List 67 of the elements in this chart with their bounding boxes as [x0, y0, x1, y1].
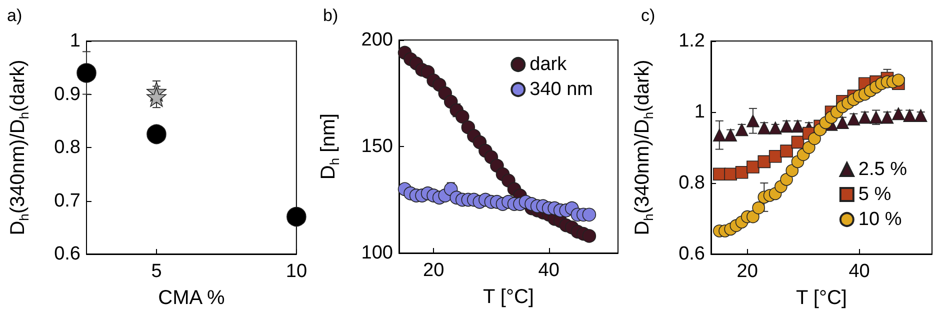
- x-tick-label: 20: [736, 261, 758, 282]
- y-tick-label: 200: [361, 30, 393, 50]
- y-axis-title: Dh(340nm)/Dh(dark): [7, 60, 32, 236]
- x-axis-title: CMA %: [158, 287, 226, 309]
- x-tick-label: 40: [848, 261, 870, 282]
- y-tick-label: 0.9: [54, 84, 80, 105]
- y-axis-title: Dh [nm]: [318, 113, 342, 180]
- point: [712, 128, 726, 142]
- chart-title: b): [323, 6, 338, 25]
- point: [780, 173, 793, 186]
- chart-title: a): [7, 6, 22, 25]
- y-tick-label: 0.8: [678, 172, 705, 194]
- point: [903, 109, 916, 122]
- legend-label: dark: [530, 54, 568, 75]
- point: [802, 141, 816, 154]
- point: [735, 166, 748, 179]
- point: [582, 229, 596, 243]
- x-axis-title: T [°C]: [796, 287, 847, 309]
- point: [746, 160, 760, 174]
- point: [914, 109, 928, 122]
- y-tick-label: 0.8: [54, 137, 80, 158]
- point: [847, 112, 860, 126]
- point: [456, 110, 470, 124]
- y-tick-label: 150: [361, 136, 393, 157]
- point: [880, 110, 894, 124]
- point: [870, 110, 882, 124]
- legend-label: 340 nm: [530, 79, 593, 100]
- legend-label: 10 %: [858, 209, 902, 230]
- point: [758, 122, 771, 134]
- point: [146, 87, 166, 107]
- point: [724, 168, 737, 181]
- x-tick-label: 10: [286, 261, 308, 282]
- point: [146, 124, 166, 144]
- point: [76, 63, 96, 83]
- point: [780, 120, 793, 133]
- y-axis-title: Dh(340nm)/Dh(dark): [632, 60, 656, 236]
- x-tick-label: 40: [538, 260, 560, 281]
- y-tick-label: 100: [361, 242, 393, 264]
- y-tick-label: 0.6: [54, 244, 80, 264]
- chart-title: c): [641, 6, 656, 25]
- legend-label: 2.5 %: [858, 159, 908, 180]
- point: [858, 110, 872, 124]
- point: [892, 74, 905, 86]
- point: [768, 122, 782, 134]
- x-axis-title: T [°C]: [483, 286, 534, 308]
- point: [791, 120, 804, 133]
- point: [746, 114, 760, 128]
- point: [892, 107, 905, 120]
- x-tick-label: 20: [423, 260, 444, 281]
- y-tick-label: 0.6: [678, 244, 705, 264]
- point: [768, 150, 782, 163]
- y-tick-label: 1: [694, 102, 705, 122]
- point: [746, 210, 760, 224]
- legend-label: 5 %: [858, 184, 892, 205]
- y-tick-label: 1: [70, 30, 80, 52]
- point: [724, 128, 737, 142]
- point: [780, 144, 793, 158]
- y-tick-label: 1.2: [678, 30, 705, 52]
- point: [786, 164, 799, 177]
- point: [752, 201, 765, 214]
- y-tick-label: 0.7: [54, 190, 80, 212]
- point: [582, 208, 596, 222]
- point: [286, 206, 306, 227]
- point: [735, 123, 748, 136]
- x-tick-label: 5: [151, 261, 162, 282]
- point: [836, 116, 849, 130]
- point: [808, 132, 821, 146]
